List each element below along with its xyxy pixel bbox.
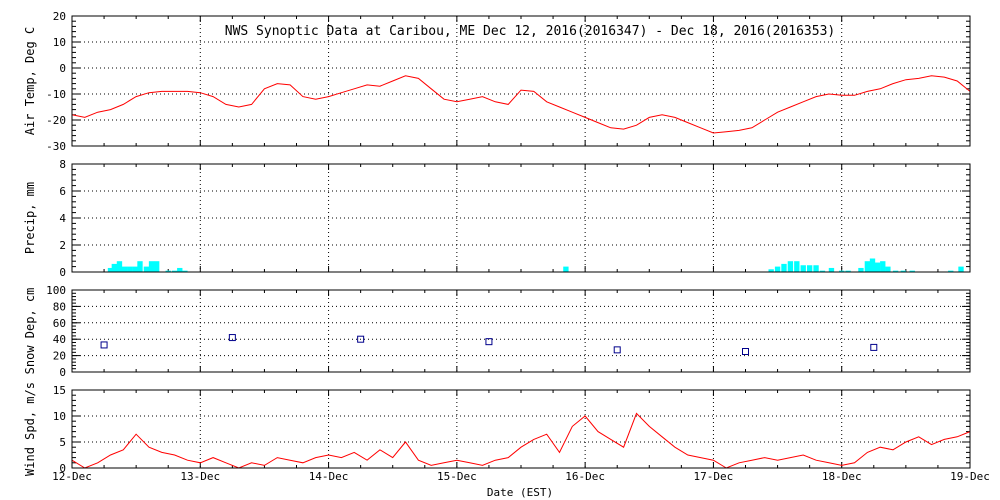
precip-bar [874, 262, 881, 272]
airtemp-ytick-label: -10 [46, 88, 66, 101]
precip-bar [880, 261, 886, 272]
precip-bar [787, 261, 794, 272]
precip-bar [885, 266, 891, 272]
precip-bar [869, 258, 876, 272]
precip-frame [71, 163, 971, 273]
x-axis-label: Date (EST) [487, 486, 553, 499]
precip-bar [800, 265, 806, 272]
precip-bar [137, 261, 143, 272]
precip-bar [948, 270, 954, 272]
snow-ytick-label: 40 [53, 333, 66, 346]
precip-bar [107, 267, 114, 272]
x-tick-label: 13-Dec [180, 470, 220, 483]
x-tick-label: 16-Dec [565, 470, 605, 483]
wind-ytick-label: 10 [53, 410, 66, 423]
x-tick-label: 17-Dec [694, 470, 734, 483]
precip-bar [839, 270, 845, 272]
x-tick-label: 18-Dec [822, 470, 862, 483]
precip-bar [768, 269, 774, 272]
precip-bar [148, 261, 155, 272]
precip-bar [111, 263, 118, 272]
precip-bar [794, 261, 800, 272]
airtemp-ytick-label: -30 [46, 140, 66, 153]
wind-y-label: Wind Spd, m/s [23, 382, 37, 476]
snow-frame [71, 289, 971, 373]
precip-ytick-label: 4 [59, 212, 66, 225]
precip-bar [132, 266, 138, 272]
precip-bar [143, 266, 150, 272]
precip-bar [828, 267, 835, 272]
wind-ytick-label: 15 [53, 384, 66, 397]
airtemp-ytick-label: 20 [53, 10, 66, 23]
precip-ytick-label: 0 [59, 266, 66, 279]
x-tick-label: 12-Dec [52, 470, 92, 483]
precip-bar [171, 270, 178, 272]
chart-title: NWS Synoptic Data at Caribou, ME Dec 12,… [225, 24, 835, 39]
airtemp-ytick-label: 0 [59, 62, 66, 75]
snow-depth-point [100, 341, 108, 349]
snow-depth-point [228, 334, 236, 342]
x-tick-label: 15-Dec [437, 470, 477, 483]
wind-frame [71, 389, 971, 469]
snow-depth-point [357, 335, 365, 343]
snow-ytick-label: 80 [53, 300, 66, 313]
airtemp-frame [71, 15, 971, 147]
wind-series-line [71, 412, 971, 469]
snow-depth-point [870, 343, 878, 351]
precip-bar [127, 266, 133, 272]
snow-y-label: Snow Dep, cm [23, 288, 37, 375]
wind-ytick-label: 5 [59, 436, 66, 449]
precip-bar [909, 270, 915, 272]
wind-ytick-label: 0 [59, 462, 66, 475]
precip-bar [900, 270, 906, 272]
airtemp-ytick-label: 10 [53, 36, 66, 49]
snow-ytick-label: 60 [53, 317, 66, 330]
snow-ytick-label: 20 [53, 350, 66, 363]
precip-bar [806, 265, 813, 272]
snow-depth-point [485, 338, 493, 346]
precip-bar [563, 266, 569, 272]
precip-bar [958, 266, 964, 272]
precip-bar [116, 261, 123, 272]
precip-ytick-label: 2 [59, 239, 66, 252]
precip-bar [858, 267, 864, 272]
airtemp-y-label: Air Temp, Deg C [23, 27, 37, 135]
x-tick-label: 14-Dec [309, 470, 349, 483]
precip-bar [781, 263, 787, 272]
precip-bar [813, 265, 819, 272]
airtemp-series-line [71, 75, 971, 134]
snow-depth-point [613, 346, 621, 354]
precip-bar [774, 266, 781, 272]
precip-bar [121, 266, 128, 272]
snow-ytick-label: 0 [59, 366, 66, 379]
precip-bar [165, 270, 171, 272]
snow-depth-point [742, 348, 749, 355]
precip-ytick-label: 6 [59, 185, 66, 198]
precip-bar [845, 270, 851, 272]
precip-bar [892, 270, 899, 272]
precip-bar [153, 261, 160, 272]
precip-bar [864, 261, 871, 272]
snow-ytick-label: 100 [46, 284, 66, 297]
airtemp-ytick-label: -20 [46, 114, 66, 127]
precip-ytick-label: 8 [59, 158, 66, 171]
x-tick-label: 19-Dec [950, 470, 990, 483]
precip-bar [177, 267, 183, 272]
precip-y-label: Precip, mm [23, 182, 37, 254]
precip-bar [819, 270, 826, 272]
precip-bar [182, 270, 188, 272]
